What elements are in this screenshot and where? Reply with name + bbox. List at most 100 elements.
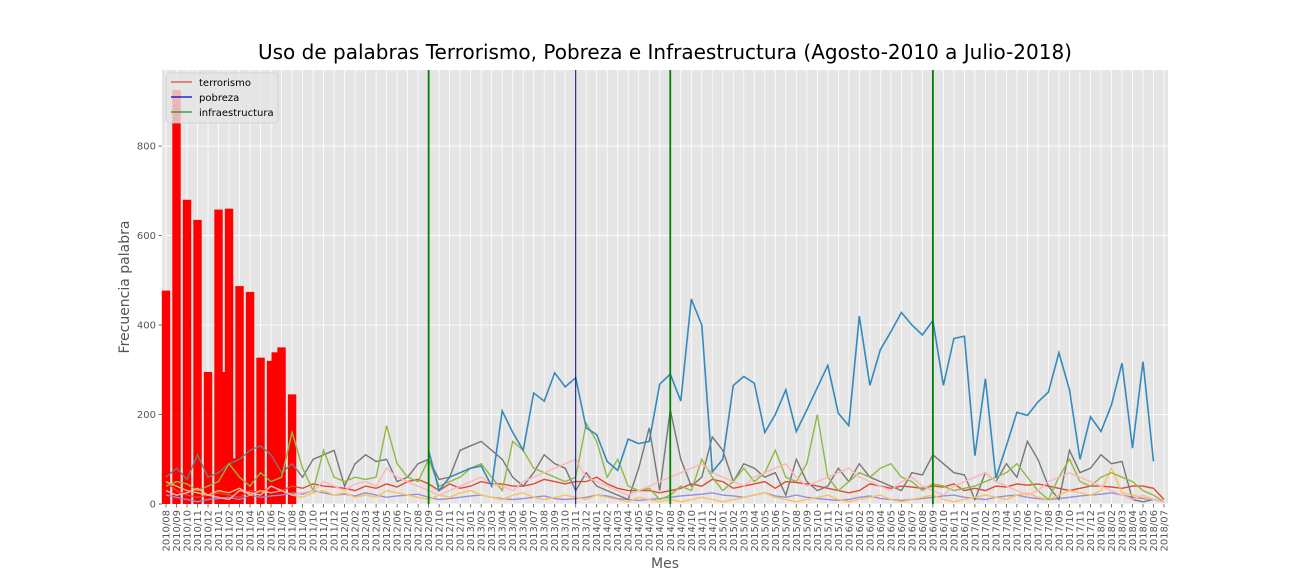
x-tick-label: 2015/01 <box>718 510 729 552</box>
x-tick-label: 2016/02 <box>855 510 866 552</box>
x-tick-label: 2018/02 <box>1107 510 1118 552</box>
gridlines <box>162 70 1168 505</box>
x-tick-label: 2012/03 <box>361 510 372 552</box>
x-tick-label: 2014/08 <box>666 510 677 552</box>
x-tick-label: 2012/12 <box>456 510 467 552</box>
x-tick-label: 2010/11 <box>193 510 204 552</box>
y-tick-label: 200 <box>137 410 156 421</box>
x-tick-label: 2014/07 <box>655 510 666 552</box>
x-tick-label: 2018/01 <box>1096 510 1107 552</box>
bar <box>266 360 276 504</box>
x-tick-label: 2011/11 <box>319 510 330 552</box>
legend-label-pobreza: pobreza <box>199 93 239 104</box>
x-tick-label: 2012/04 <box>372 510 383 552</box>
x-axis-label: Mes <box>651 556 679 572</box>
x-tick-label: 2013/02 <box>477 510 488 552</box>
y-tick-label: 400 <box>137 321 156 332</box>
x-tick-label: 2013/06 <box>519 510 530 552</box>
bar <box>218 372 228 504</box>
x-tick-label: 2014/09 <box>676 510 687 552</box>
vertical-lines <box>427 70 934 504</box>
chart-title: Uso de palabras Terrorismo, Pobreza e In… <box>258 40 1072 64</box>
x-tick-label: 2011/10 <box>309 510 320 552</box>
x-tick-label: 2015/04 <box>750 510 761 552</box>
x-tick-label: 2015/12 <box>834 510 845 552</box>
x-tick-label: 2013/09 <box>550 510 561 552</box>
x-tick-label: 2014/04 <box>624 510 635 552</box>
x-tick-label: 2018/05 <box>1138 510 1149 552</box>
x-tick-label: 2010/10 <box>183 510 194 552</box>
x-tick-label: 2016/05 <box>886 510 897 552</box>
x-tick-label: 2017/12 <box>1086 510 1097 552</box>
x-tick-label: 2015/09 <box>802 510 813 552</box>
bar <box>229 458 238 504</box>
x-tick-label: 2016/07 <box>907 510 918 552</box>
x-tick-label: 2013/10 <box>561 510 572 552</box>
x-tick-label: 2018/07 <box>1160 510 1171 552</box>
y-tick-label: 800 <box>137 142 156 153</box>
x-tick-label: 2017/06 <box>1023 510 1034 552</box>
bar <box>172 90 181 504</box>
x-tick-label: 2012/08 <box>414 510 425 552</box>
x-tick-label: 2011/02 <box>225 510 236 552</box>
x-tick-label: 2017/11 <box>1075 510 1086 552</box>
x-tick-label: 2015/11 <box>823 510 834 552</box>
bar <box>161 290 171 504</box>
x-tick-label: 2013/01 <box>466 510 477 552</box>
x-tick-label: 2018/04 <box>1128 510 1139 552</box>
x-tick-label: 2015/10 <box>813 510 824 552</box>
legend: terrorismo pobreza infraestructura <box>165 72 279 124</box>
y-axis-label: Frecuencia palabra <box>117 221 133 354</box>
x-tick-label: 2016/04 <box>876 510 887 552</box>
bar <box>203 372 213 504</box>
x-tick-label: 2013/03 <box>487 510 498 552</box>
bar <box>277 347 286 504</box>
x-tick-label: 2011/08 <box>288 510 299 552</box>
x-tick-label: 2013/04 <box>498 510 509 552</box>
series-line-1 <box>165 476 1165 500</box>
x-tick-label: 2011/05 <box>256 510 267 552</box>
x-tick-label: 2011/09 <box>298 510 309 552</box>
x-tick-label: 2017/10 <box>1065 510 1076 552</box>
bar-series <box>161 90 297 505</box>
x-tick-label: 2016/12 <box>960 510 971 552</box>
x-tick-label: 2014/02 <box>603 510 614 552</box>
x-tick-label: 2015/02 <box>729 510 740 552</box>
x-axis-ticks: 2010/08 2010/09 2010/10 2010/11 2010/12 2011/… <box>162 504 1171 552</box>
x-tick-label: 2013/05 <box>508 510 519 552</box>
x-tick-label: 2015/07 <box>781 510 792 552</box>
line-series <box>165 298 1165 503</box>
bar <box>287 394 297 504</box>
x-tick-label: 2010/12 <box>204 510 215 552</box>
x-tick-label: 2013/12 <box>582 510 593 552</box>
x-tick-label: 2014/10 <box>687 510 698 552</box>
series-line-6 <box>165 458 1165 503</box>
x-tick-label: 2012/01 <box>340 510 351 552</box>
y-tick-label: 600 <box>137 231 156 242</box>
legend-label-infraestructura: infraestructura <box>199 108 274 119</box>
x-tick-label: 2015/03 <box>739 510 750 552</box>
x-tick-label: 2017/05 <box>1012 510 1023 552</box>
x-tick-label: 2013/07 <box>529 510 540 552</box>
legend-box <box>165 72 279 124</box>
bar <box>235 286 244 504</box>
x-tick-label: 2012/09 <box>424 510 435 552</box>
x-tick-label: 2015/08 <box>792 510 803 552</box>
series-line-3 <box>165 409 1165 503</box>
bar <box>193 219 202 504</box>
plot-background <box>162 70 1168 504</box>
x-tick-label: 2017/07 <box>1033 510 1044 552</box>
x-tick-label: 2015/06 <box>771 510 782 552</box>
bar <box>182 199 192 505</box>
x-tick-label: 2017/01 <box>970 510 981 552</box>
x-tick-label: 2012/06 <box>393 510 404 552</box>
x-tick-label: 2017/04 <box>1002 510 1013 552</box>
x-tick-label: 2010/09 <box>172 510 183 552</box>
x-tick-label: 2014/11 <box>697 510 708 552</box>
x-tick-label: 2016/08 <box>918 510 929 552</box>
x-tick-label: 2018/06 <box>1149 510 1160 552</box>
x-tick-label: 2013/08 <box>540 510 551 552</box>
bar <box>245 291 255 504</box>
x-tick-label: 2013/11 <box>571 510 582 552</box>
x-tick-label: 2016/03 <box>865 510 876 552</box>
